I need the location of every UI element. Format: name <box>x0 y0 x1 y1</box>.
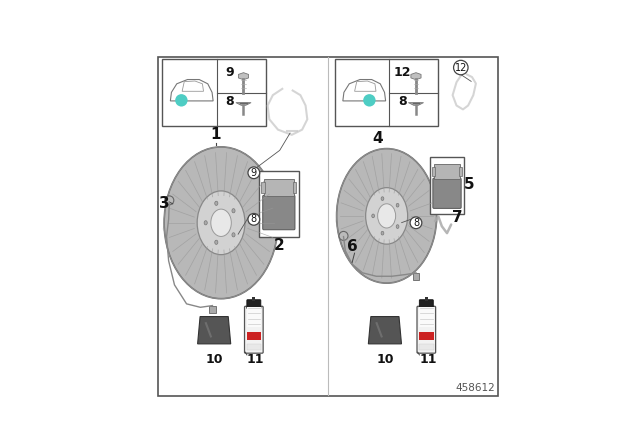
Bar <box>259 171 299 237</box>
Bar <box>246 307 261 327</box>
FancyBboxPatch shape <box>417 306 436 353</box>
Ellipse shape <box>378 204 396 228</box>
Circle shape <box>454 60 468 75</box>
Ellipse shape <box>215 201 218 205</box>
Text: 10: 10 <box>376 353 394 366</box>
Ellipse shape <box>215 240 218 244</box>
Text: 9: 9 <box>251 168 257 178</box>
FancyBboxPatch shape <box>433 178 461 208</box>
Polygon shape <box>369 317 401 344</box>
Bar <box>430 157 464 214</box>
Ellipse shape <box>211 209 231 237</box>
Bar <box>413 273 419 280</box>
Circle shape <box>363 94 376 107</box>
Circle shape <box>410 217 422 228</box>
Text: 12: 12 <box>394 65 411 78</box>
Ellipse shape <box>232 209 235 213</box>
Bar <box>425 297 428 301</box>
Ellipse shape <box>197 191 245 254</box>
Polygon shape <box>408 103 424 105</box>
Circle shape <box>248 214 260 225</box>
Bar <box>459 167 462 176</box>
Bar <box>264 179 294 196</box>
Bar <box>163 59 266 126</box>
Polygon shape <box>411 73 421 80</box>
Text: 12: 12 <box>454 63 467 73</box>
Bar <box>246 332 261 340</box>
Polygon shape <box>198 317 231 344</box>
FancyBboxPatch shape <box>247 300 261 309</box>
Ellipse shape <box>164 147 278 299</box>
Bar <box>419 332 433 340</box>
Bar <box>419 307 433 327</box>
Circle shape <box>339 232 348 241</box>
Text: 1: 1 <box>211 127 221 142</box>
Ellipse shape <box>335 209 438 234</box>
Text: 4: 4 <box>372 131 383 146</box>
Text: 3: 3 <box>159 196 170 211</box>
Bar <box>335 59 438 126</box>
Bar <box>432 167 435 176</box>
Text: 458612: 458612 <box>456 383 495 392</box>
Text: 9: 9 <box>225 65 234 78</box>
Text: 11: 11 <box>419 353 436 366</box>
Text: 8: 8 <box>398 95 406 108</box>
Ellipse shape <box>372 214 374 218</box>
Text: 5: 5 <box>464 177 475 192</box>
Text: 8: 8 <box>413 218 419 228</box>
Ellipse shape <box>381 197 384 200</box>
Circle shape <box>175 94 188 107</box>
Text: 10: 10 <box>205 353 223 366</box>
Ellipse shape <box>381 231 384 235</box>
Ellipse shape <box>396 203 399 207</box>
Circle shape <box>165 196 174 205</box>
Ellipse shape <box>232 233 235 237</box>
Polygon shape <box>236 103 251 105</box>
Ellipse shape <box>365 188 408 244</box>
Bar <box>292 182 296 193</box>
Text: 6: 6 <box>348 239 358 254</box>
Bar <box>209 306 216 313</box>
Ellipse shape <box>396 225 399 228</box>
Text: 2: 2 <box>274 238 284 253</box>
Bar <box>261 182 265 193</box>
FancyBboxPatch shape <box>244 306 263 353</box>
Circle shape <box>248 167 260 179</box>
Bar <box>434 164 460 179</box>
Ellipse shape <box>337 149 436 283</box>
Bar <box>419 344 433 350</box>
Bar <box>246 344 261 350</box>
Ellipse shape <box>204 221 207 225</box>
Text: 8: 8 <box>225 95 234 108</box>
Polygon shape <box>239 73 248 80</box>
FancyBboxPatch shape <box>419 300 433 309</box>
Ellipse shape <box>163 215 280 243</box>
Bar <box>252 297 255 301</box>
Text: 7: 7 <box>452 210 463 225</box>
FancyBboxPatch shape <box>263 195 295 230</box>
Text: 11: 11 <box>247 353 264 366</box>
Text: 8: 8 <box>251 214 257 224</box>
